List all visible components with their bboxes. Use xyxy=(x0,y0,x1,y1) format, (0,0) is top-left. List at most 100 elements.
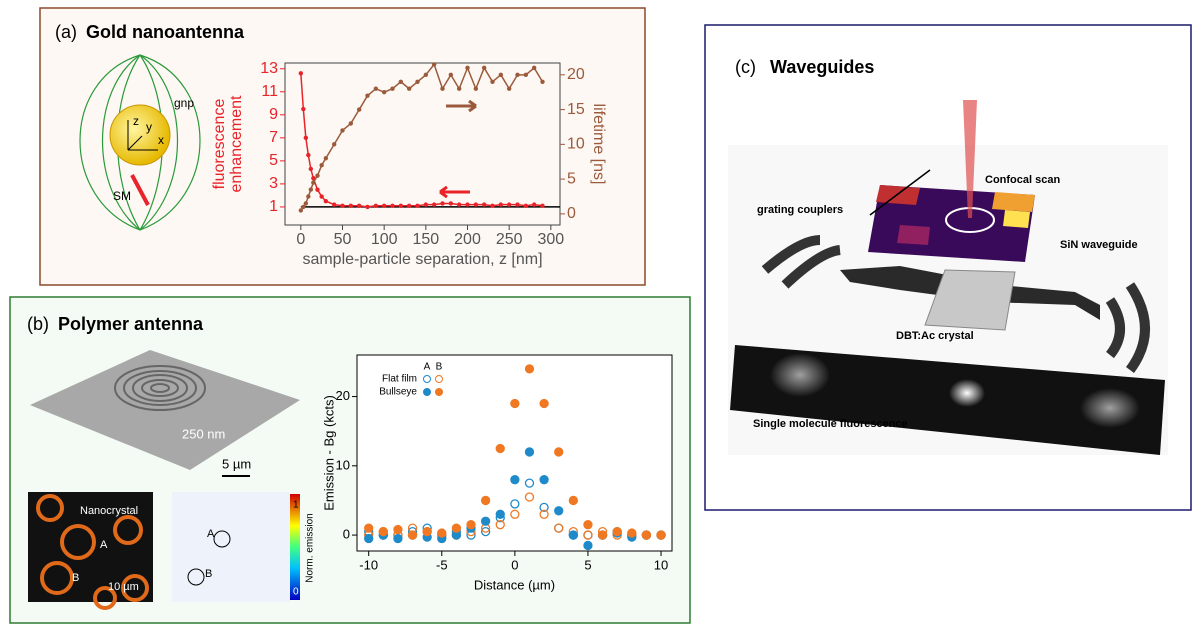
y2-tick-label: 5 xyxy=(567,170,576,187)
x-tick-label: 100 xyxy=(371,231,398,248)
x-tick-label: 50 xyxy=(334,231,352,248)
data-point xyxy=(340,204,344,208)
data-point xyxy=(490,204,494,208)
x-tick-label: 250 xyxy=(496,231,523,248)
data-point xyxy=(365,535,373,543)
data-point xyxy=(349,121,353,125)
legend-header: A xyxy=(424,362,431,373)
legend-marker xyxy=(436,389,443,396)
data-point xyxy=(482,66,486,70)
data-point xyxy=(440,201,444,205)
data-point xyxy=(315,173,319,177)
emission-spot xyxy=(1080,388,1140,428)
legend-marker xyxy=(424,389,431,396)
page: {"panels": { "a": {"label": "(a)", "titl… xyxy=(0,0,1192,624)
data-point xyxy=(524,73,528,77)
x-tick-label: 10 xyxy=(654,557,668,572)
x-tick-label: 0 xyxy=(296,231,305,248)
legend-label: Flat film xyxy=(382,374,417,385)
data-point xyxy=(365,524,373,532)
y-tick-label: 10 xyxy=(336,457,350,472)
image-label: B xyxy=(72,572,79,584)
data-point xyxy=(390,204,394,208)
data-point xyxy=(599,531,607,539)
data-point xyxy=(474,87,478,91)
data-point xyxy=(657,531,665,539)
data-point xyxy=(424,73,428,77)
data-point xyxy=(306,153,310,157)
panel-title: Gold nanoantenna xyxy=(86,22,245,42)
x-tick-label: 300 xyxy=(537,231,564,248)
y2-axis-label: lifetime [ns] xyxy=(590,104,607,185)
y-tick-label: 3 xyxy=(269,175,278,192)
data-point xyxy=(457,87,461,91)
data-point xyxy=(507,202,511,206)
data-point xyxy=(482,517,490,525)
data-point xyxy=(309,187,313,191)
data-point xyxy=(365,93,369,97)
scene-label: Confocal scan xyxy=(985,174,1060,186)
data-point xyxy=(584,521,592,529)
data-point xyxy=(555,448,563,456)
data-point xyxy=(390,87,394,91)
emission-spot xyxy=(949,379,985,407)
data-point xyxy=(349,204,353,208)
y-axis-label: fluorescence xyxy=(211,99,228,190)
data-point xyxy=(515,73,519,77)
data-point xyxy=(399,204,403,208)
data-point xyxy=(532,66,536,70)
panel-label: (b) xyxy=(27,314,49,334)
data-point xyxy=(511,476,519,484)
data-point xyxy=(407,87,411,91)
data-point xyxy=(399,80,403,84)
data-point xyxy=(525,448,533,456)
data-point xyxy=(332,202,336,206)
colorbar-label: 1 xyxy=(293,500,299,511)
x-tick-label: 5 xyxy=(584,557,591,572)
data-point xyxy=(449,201,453,205)
data-point xyxy=(304,136,308,140)
data-point xyxy=(438,529,446,537)
x-tick-label: -10 xyxy=(359,557,378,572)
x-tick-label: -5 xyxy=(436,557,448,572)
data-point xyxy=(432,202,436,206)
diagram-label: y xyxy=(146,120,152,134)
data-point xyxy=(569,496,577,504)
y2-tick-label: 15 xyxy=(567,101,585,118)
data-point xyxy=(324,199,328,203)
data-point xyxy=(540,204,544,208)
data-point xyxy=(315,187,319,191)
image-label: B xyxy=(205,568,212,580)
data-point xyxy=(584,541,592,549)
panel-title: Waveguides xyxy=(770,57,874,77)
data-point xyxy=(423,528,431,536)
data-point xyxy=(374,204,378,208)
data-point xyxy=(324,156,328,160)
y2-tick-label: 0 xyxy=(567,205,576,222)
panel-label: (a) xyxy=(55,22,77,42)
data-point xyxy=(569,531,577,539)
data-point xyxy=(525,365,533,373)
data-point xyxy=(465,202,469,206)
data-point xyxy=(482,496,490,504)
data-point xyxy=(379,528,387,536)
scale-label: 10 µm xyxy=(108,581,139,593)
image-label: Nanocrystal xyxy=(80,505,138,517)
diagram-label: gnp xyxy=(174,96,194,110)
data-point xyxy=(340,128,344,132)
data-point xyxy=(524,204,528,208)
data-point xyxy=(394,526,402,534)
data-point xyxy=(540,399,548,407)
data-point xyxy=(540,80,544,84)
data-point xyxy=(496,444,504,452)
data-point xyxy=(415,80,419,84)
data-point xyxy=(642,531,650,539)
data-point xyxy=(407,204,411,208)
data-point xyxy=(482,202,486,206)
x-axis-label: sample-particle separation, z [nm] xyxy=(302,251,542,268)
data-point xyxy=(432,62,436,66)
image-label: A xyxy=(100,539,108,551)
data-point xyxy=(628,529,636,537)
data-point xyxy=(449,73,453,77)
diagram-label: z xyxy=(133,114,139,128)
